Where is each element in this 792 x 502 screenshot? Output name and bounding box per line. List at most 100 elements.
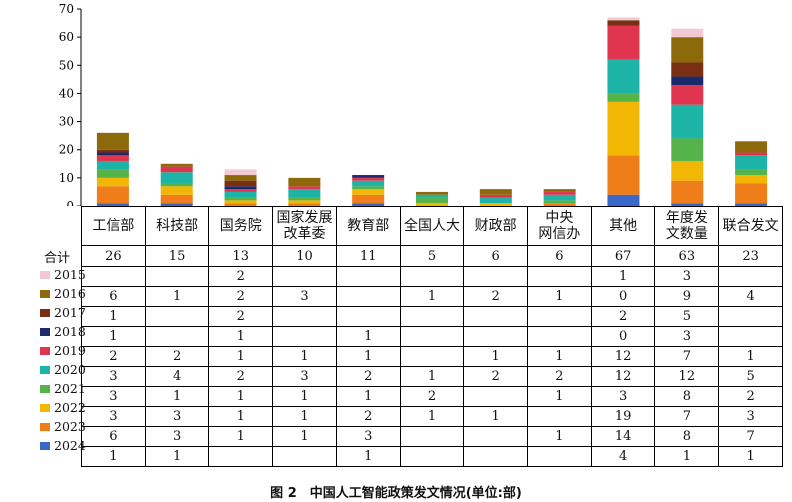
table-cell: 2 (463, 366, 529, 387)
table-cell: 2 (208, 306, 274, 327)
table-cell: 4 (590, 446, 656, 467)
bar-segment (543, 194, 576, 201)
legend-label: 2015 (54, 267, 86, 282)
table-cell: 15 (144, 245, 210, 267)
bar-segment (224, 203, 257, 206)
table-cell (399, 306, 465, 327)
table-cell: 1 (208, 346, 274, 367)
table-cell: 教育部 (335, 206, 401, 246)
table-cell: 14 (590, 426, 656, 447)
legend-label: 2018 (54, 324, 86, 339)
total-row: 26 15 13 10 11 5 6 6 67 63 23 (81, 245, 783, 267)
table-cell: 1 (81, 326, 146, 347)
table-cell: 1 (144, 286, 210, 307)
bar-segment (671, 203, 704, 206)
table-cell (144, 306, 210, 327)
bar-segment (160, 172, 193, 184)
table-cell: 1 (272, 386, 337, 407)
table-cell (272, 306, 337, 327)
bar-segment (96, 203, 129, 206)
table-cell (527, 446, 592, 467)
table-cell: 1 (144, 446, 210, 467)
legend-label: 2021 (54, 381, 86, 396)
table-cell: 6 (463, 245, 529, 267)
table-cell: 1 (81, 306, 146, 327)
table-cell: 12 (654, 366, 720, 387)
bar-segment (607, 59, 640, 94)
bar-segment (607, 17, 640, 21)
table-cell: 1 (718, 346, 783, 367)
bar-segment (160, 194, 193, 204)
table-cell: 1 (272, 406, 337, 427)
bar-segment (224, 175, 257, 181)
table-cell: 年度发 文数量 (654, 206, 720, 246)
bar-segment (479, 189, 512, 195)
bar-segment (735, 169, 768, 176)
y-tick-label: 20 (59, 143, 74, 157)
bar-segment (479, 194, 512, 198)
table-cell: 1 (527, 286, 592, 307)
table-cell: 1 (590, 266, 656, 287)
table-cell (335, 306, 401, 327)
table-cell (399, 426, 465, 447)
table-cell (399, 266, 465, 287)
table-cell: 2 (590, 306, 656, 327)
table-cell: 67 (590, 245, 656, 267)
bar-segment (288, 200, 321, 204)
table-cell: 1 (272, 426, 337, 447)
table-cell: 3 (144, 406, 210, 427)
table-cell: 6 (81, 426, 146, 447)
table-cell: 1 (527, 346, 592, 367)
table-cell: 1 (654, 446, 720, 467)
table-cell: 26 (81, 245, 146, 267)
table-cell (272, 326, 337, 347)
bar-segment (479, 197, 512, 204)
y-tick-label: 10 (59, 171, 74, 185)
table-cell (463, 386, 529, 407)
table-cell: 10 (272, 245, 337, 267)
table-cell: 63 (654, 245, 720, 267)
bar-segment (607, 93, 640, 102)
table-cell: 12 (590, 366, 656, 387)
bar-segment (96, 152, 129, 156)
table-cell: 7 (654, 406, 720, 427)
bar-segment (735, 203, 768, 206)
bar-segment (479, 203, 512, 206)
legend-swatch (40, 308, 50, 317)
bar-segment (671, 84, 704, 105)
bar-segment (96, 160, 129, 170)
bar-segment (607, 25, 640, 60)
table-cell (399, 446, 465, 467)
table-cell: 8 (654, 386, 720, 407)
bar-segment (543, 191, 576, 195)
table-cell (463, 306, 529, 327)
bar-segment (671, 180, 704, 204)
legend-entry: 2016 (40, 286, 86, 301)
bar-segment (160, 186, 193, 195)
table-cell: 4 (144, 366, 210, 387)
bar-segment (352, 194, 385, 204)
table-cell: 1 (399, 286, 465, 307)
table-cell: 7 (718, 426, 783, 447)
table-cell: 0 (590, 326, 656, 347)
table-cell: 6 (527, 245, 592, 267)
bar-segment (416, 191, 448, 195)
legend-label: 2020 (54, 362, 86, 377)
table-cell: 2 (208, 366, 274, 387)
bar-segment (416, 194, 448, 198)
bar-segment (543, 189, 576, 192)
bar-segment (160, 166, 193, 173)
table-cell: 科技部 (144, 206, 210, 246)
legend-label: 2024 (54, 438, 86, 453)
table-cell: 3 (272, 366, 337, 387)
table-cell: 23 (718, 245, 783, 267)
table-cell: 1 (335, 386, 401, 407)
bar-segment (416, 197, 448, 204)
table-cell (463, 446, 529, 467)
bar-segment (352, 175, 385, 178)
table-cell: 2 (718, 386, 783, 407)
table-cell: 联合发文 (718, 206, 783, 246)
bar-segment (160, 203, 193, 206)
